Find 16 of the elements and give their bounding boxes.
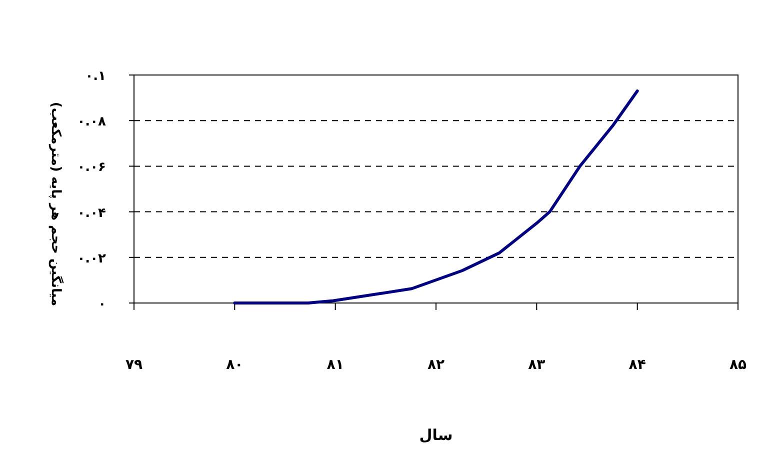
y-tick-label: ۰.۰۲ <box>77 251 106 266</box>
x-tick-label: ۸۵ <box>729 357 747 373</box>
x-axis-title: سال <box>419 426 453 444</box>
y-tick-label: ۰.۰۸ <box>77 114 106 130</box>
x-tick-label: ۸۲ <box>427 357 445 373</box>
x-tick-label: ۸۱ <box>326 357 344 373</box>
y-tick-label: ۰.۰۶ <box>77 160 106 176</box>
y-tick-label: ۰.۱ <box>85 69 106 84</box>
x-tick-label: ۷۹ <box>125 357 143 373</box>
x-tick-label: ۸۰ <box>226 357 244 373</box>
y-tick-label: ۰ <box>98 297 106 312</box>
x-tick-label: ۸۳ <box>528 357 546 373</box>
line-series <box>233 89 639 304</box>
y-tick-label: ۰.۰۴ <box>77 206 106 221</box>
x-tick-label: ۸۴ <box>628 357 646 373</box>
y-axis-title: میانگین حجم هر پایه (مترمکعب) <box>48 102 64 306</box>
